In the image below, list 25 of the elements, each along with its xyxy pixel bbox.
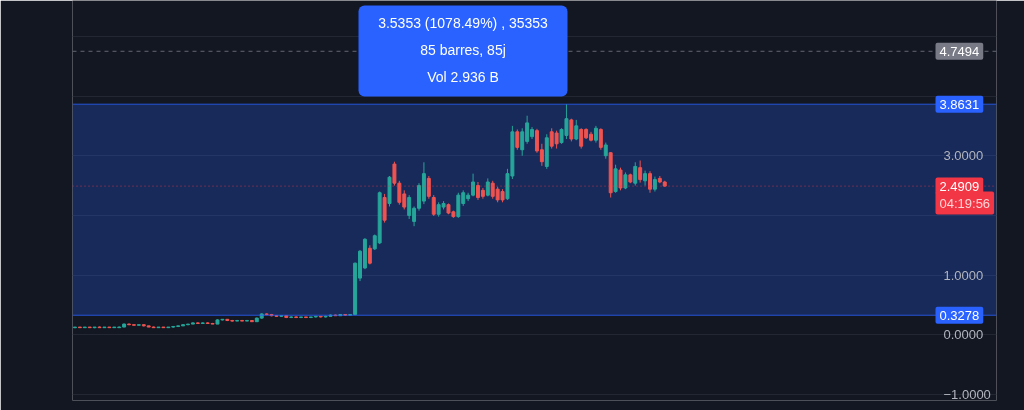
annotation: 04:19:56 [939,195,991,211]
annotation: 85 barres, 85j [420,41,506,58]
ref-line-label: 2.4909 [939,178,980,194]
y-tick-label: 0.0000 [943,327,984,343]
candlestick [633,161,638,187]
ref-line-label: 0.3278 [939,307,980,323]
candlestick [431,194,436,217]
y-tick-label: −1.0000 [943,387,991,403]
candlestick [515,128,520,151]
candlestick [426,175,431,200]
y-tick-label: 1.0000 [943,267,984,283]
candlestick [613,164,618,194]
candlestick [598,127,603,151]
y-tick-label: 3.0000 [943,148,984,164]
candlestick [618,167,623,191]
annotation: 3.5353 (1078.49%) , 35353 [378,14,549,31]
candlestick [579,127,584,150]
candlestick [638,160,643,184]
annotation: Vol 2.936 B [427,68,499,85]
candlestick [456,192,461,219]
ref-line-label: 4.7494 [939,43,980,59]
candlestick [382,193,387,224]
candlestick [648,170,652,194]
ref-line-label: 3.8631 [939,96,980,112]
candlestick [407,194,412,220]
